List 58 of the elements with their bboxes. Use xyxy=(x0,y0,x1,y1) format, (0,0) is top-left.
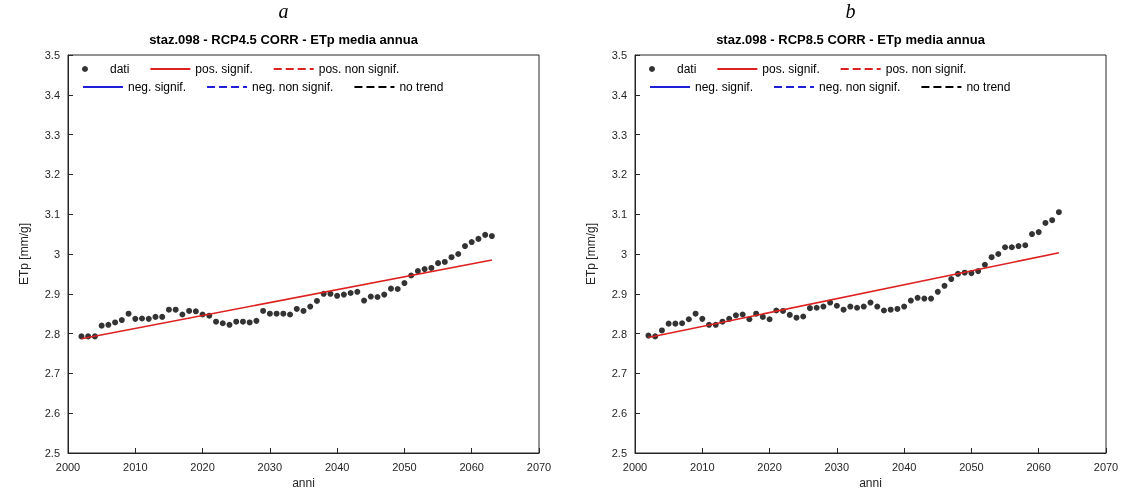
x-tick-label: 2040 xyxy=(891,460,917,473)
y-tick-label: 2.5 xyxy=(611,447,627,459)
y-tick-label: 3.3 xyxy=(44,128,60,141)
legend-label: pos. signif. xyxy=(195,62,253,76)
x-tick-label: 2000 xyxy=(622,460,648,473)
legend-label: neg. non signif. xyxy=(819,80,901,94)
y-tick-label: 3.3 xyxy=(611,128,627,141)
y-tick-label: 2.8 xyxy=(44,327,60,340)
x-tick-label: 2040 xyxy=(324,460,350,473)
x-axis-title: anni xyxy=(292,476,315,490)
x-tick-label: 2010 xyxy=(690,460,715,473)
x-tick-label: 2010 xyxy=(123,460,148,473)
y-tick-label: 3.5 xyxy=(611,49,627,61)
legend-label: dati xyxy=(110,62,130,76)
y-tick-label: 3 xyxy=(620,248,627,260)
y-tick-label: 2.9 xyxy=(611,287,627,300)
legend-label: neg. non signif. xyxy=(252,80,334,94)
y-tick-label: 3.4 xyxy=(44,88,60,101)
y-tick-label: 3 xyxy=(53,248,60,260)
y-tick-label: 3.5 xyxy=(44,49,60,61)
x-tick-label: 2060 xyxy=(1026,460,1051,473)
y-tick-label: 3.1 xyxy=(44,208,60,221)
x-tick-label: 2020 xyxy=(757,460,782,473)
x-axis-title: anni xyxy=(859,476,882,490)
y-axis-title: ETp [mm/g] xyxy=(584,222,598,286)
legend-label: pos. non signif. xyxy=(318,62,400,76)
x-tick-label: 2020 xyxy=(190,460,215,473)
y-tick-label: 2.6 xyxy=(44,407,60,420)
x-tick-label: 2000 xyxy=(55,460,81,473)
y-tick-label: 2.6 xyxy=(611,407,627,420)
x-tick-label: 2030 xyxy=(257,460,283,473)
y-tick-label: 3.2 xyxy=(611,168,627,181)
y-tick-label: 2.8 xyxy=(611,327,627,340)
legend-label: neg. signif. xyxy=(128,80,187,94)
y-tick-label: 2.5 xyxy=(44,447,60,459)
legend-label: no trend xyxy=(399,80,444,94)
y-tick-label: 3.1 xyxy=(611,208,627,221)
y-tick-label: 3.2 xyxy=(44,168,60,181)
legend-label: pos. non signif. xyxy=(885,62,967,76)
x-tick-label: 2030 xyxy=(824,460,850,473)
y-axis-title: ETp [mm/g] xyxy=(17,222,31,286)
legend-label: pos. signif. xyxy=(762,62,820,76)
legend-label: neg. signif. xyxy=(695,80,754,94)
x-tick-label: 2060 xyxy=(459,460,484,473)
x-tick-label: 2050 xyxy=(392,460,417,473)
y-tick-label: 3.4 xyxy=(611,88,627,101)
text: b xyxy=(844,0,857,23)
legend-label: no trend xyxy=(966,80,1011,94)
chart-title: staz.098 - RCP4.5 CORR - ETp media annua xyxy=(149,32,419,47)
y-tick-label: 2.9 xyxy=(44,287,60,300)
y-tick-label: 2.7 xyxy=(44,367,60,380)
text: a xyxy=(277,0,290,23)
y-tick-label: 2.7 xyxy=(611,367,627,380)
x-tick-label: 2070 xyxy=(526,460,552,473)
x-tick-label: 2070 xyxy=(1093,460,1119,473)
legend-label: dati xyxy=(677,62,697,76)
chart-title: staz.098 - RCP8.5 CORR - ETp media annua xyxy=(716,32,986,47)
x-tick-label: 2050 xyxy=(959,460,984,473)
